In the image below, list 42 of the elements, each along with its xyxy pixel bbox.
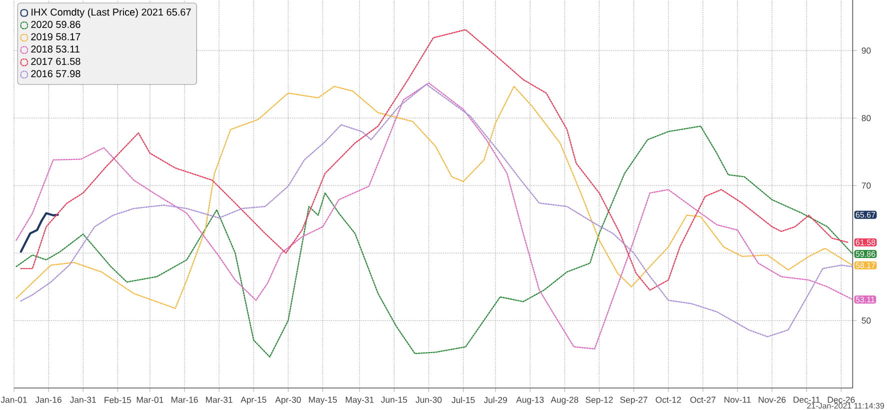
annotation: 65.67 xyxy=(856,212,876,218)
x-tick-label: Jan-16 xyxy=(35,396,62,403)
data-label: 61.58 xyxy=(856,240,876,246)
x-tick-label: Aug-13 xyxy=(516,396,544,405)
x-tick-label: Sep-27 xyxy=(620,396,648,405)
x-tick-label: Dec-11 xyxy=(794,396,820,403)
y-tick-label: 50 xyxy=(862,317,871,324)
x-tick-label: Dec-26 xyxy=(828,396,855,403)
x-tick-label: Jul-15 xyxy=(452,396,475,404)
x-tick-label: Sep-12 xyxy=(586,396,613,405)
x-tick-label: Nov-11 xyxy=(724,396,751,403)
x-tick-label: Jan-01 xyxy=(0,396,27,403)
data-label: 59.86 xyxy=(856,251,876,257)
data-label: 53.11 xyxy=(856,296,875,302)
x-tick-label: May-15 xyxy=(309,396,337,404)
x-tick-label: Oct-12 xyxy=(656,396,681,403)
y-tick-label: 70 xyxy=(862,182,871,189)
x-tick-label: Aug-28 xyxy=(550,396,578,405)
y-tick-label: 90 xyxy=(862,48,871,54)
x-tick-label: Mar-16 xyxy=(171,396,198,403)
line-series xyxy=(20,212,59,253)
x-tick-label: Nov-26 xyxy=(758,396,786,403)
x-tick-label: Jun-30 xyxy=(416,396,442,403)
legend-label: 2019 58.17 xyxy=(31,33,80,40)
x-tick-label: Oct-27 xyxy=(690,396,716,403)
x-tick-label: Jan-31 xyxy=(70,396,96,403)
x-tick-label: Jul-29 xyxy=(484,396,507,404)
legend-label: 2020 59.86 xyxy=(31,20,80,28)
x-tick-label: Mar-01 xyxy=(136,396,164,403)
text: 21-Jan-2021 11:14:39 xyxy=(807,402,884,409)
legend-label: 2017 61.58 xyxy=(31,58,80,65)
data-label: 58.17 xyxy=(856,262,876,268)
x-tick-label: Jun-15 xyxy=(381,396,408,403)
x-tick-label: May-31 xyxy=(346,396,374,405)
legend-label: 2016 57.98 xyxy=(31,70,80,78)
y-tick-label: 80 xyxy=(862,115,871,122)
legend-label: 2018 53.11 xyxy=(31,46,80,53)
legend-label: IHX Comdty (Last Price) 2021 65.67 xyxy=(32,8,191,18)
x-tick-label: Apr-15 xyxy=(240,396,266,404)
x-tick-label: Feb-15 xyxy=(104,396,132,404)
x-tick-label: Apr-30 xyxy=(275,396,301,405)
x-tick-label: Mar-31 xyxy=(206,396,232,403)
